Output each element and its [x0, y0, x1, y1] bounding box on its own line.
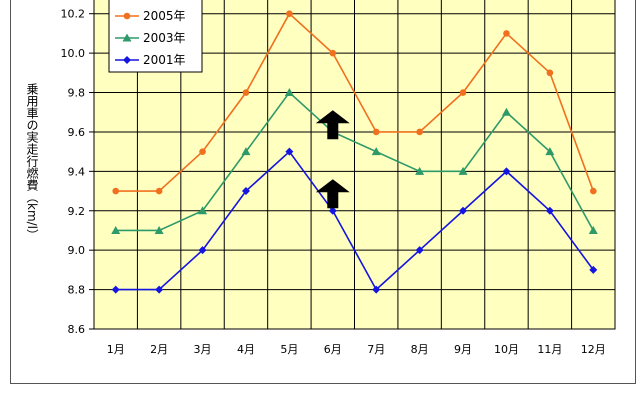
- series-2: [111, 147, 598, 294]
- data-point: [123, 56, 131, 64]
- y-tick-label: 10.2: [61, 8, 86, 21]
- series-layer: [111, 10, 598, 294]
- data-point: [415, 246, 424, 255]
- data-point: [122, 33, 132, 42]
- series-0: [112, 10, 597, 195]
- series-line: [115, 12, 595, 192]
- x-tick-label: 11月: [537, 343, 562, 356]
- x-tick-label: 3月: [194, 343, 212, 356]
- data-point: [329, 49, 337, 57]
- up-arrow-icon: [315, 110, 350, 140]
- data-point: [501, 107, 511, 116]
- y-tick-label: 9.6: [68, 126, 86, 139]
- data-point: [545, 206, 554, 215]
- data-point: [155, 187, 163, 195]
- x-tick-label: 4月: [237, 343, 255, 356]
- x-tick-label: 6月: [324, 343, 342, 356]
- y-tick-label: 9.8: [68, 87, 86, 100]
- data-point: [242, 89, 250, 96]
- data-point: [284, 88, 294, 97]
- data-point: [416, 128, 423, 136]
- data-point: [155, 285, 164, 294]
- y-tick-label: 9.2: [68, 205, 86, 218]
- x-axis-ticks: 1月 2月 3月 4月 5月 6月 7月 8月 9月 10月 11月 12月: [107, 343, 606, 356]
- legend-item: 2001年: [115, 53, 186, 67]
- data-point: [589, 265, 598, 274]
- data-point: [241, 187, 250, 196]
- data-point: [123, 12, 131, 20]
- data-point: [545, 147, 555, 156]
- data-point: [328, 206, 337, 215]
- legend-item: 2003年: [115, 31, 186, 45]
- x-tick-label: 7月: [367, 343, 385, 356]
- y-axis-label: 乗用車の実走行燃費（km/l）: [25, 82, 39, 241]
- series-line: [115, 150, 594, 291]
- legend-item: 2005年: [115, 9, 186, 23]
- data-point: [154, 225, 164, 234]
- legend-label: 2005年: [143, 9, 186, 23]
- up-arrow-icon: [315, 179, 350, 209]
- y-tick-label: 8.8: [68, 284, 86, 297]
- annotations: [315, 110, 350, 209]
- data-point: [372, 285, 381, 294]
- y-tick-label: 10.0: [61, 47, 86, 60]
- data-point: [459, 206, 468, 215]
- data-point: [112, 187, 120, 195]
- legend-label: 2003年: [143, 31, 186, 45]
- data-point: [198, 246, 207, 255]
- x-tick-label: 10月: [494, 343, 519, 356]
- data-point: [459, 89, 467, 96]
- data-point: [371, 147, 381, 156]
- y-axis-ticks: 8.6 8.8 9.0 9.2 9.4 9.6 9.8 10.0 10.2: [61, 8, 94, 336]
- data-point: [372, 128, 380, 136]
- data-point: [199, 148, 206, 155]
- x-tick-label: 8月: [411, 343, 429, 356]
- x-tick-label: 12月: [581, 343, 606, 356]
- x-tick-label: 1月: [107, 343, 125, 356]
- data-point: [285, 147, 294, 156]
- data-point: [198, 206, 208, 215]
- y-tick-label: 9.0: [68, 244, 86, 257]
- data-point: [588, 225, 598, 234]
- data-point: [502, 167, 511, 176]
- legend-label: 2001年: [143, 53, 186, 67]
- x-tick-label: 9月: [454, 343, 472, 356]
- x-tick-label: 2月: [150, 343, 168, 356]
- y-tick-label: 9.4: [68, 165, 86, 178]
- data-point: [546, 69, 554, 77]
- data-point: [458, 166, 468, 175]
- data-point: [111, 285, 120, 294]
- data-point: [286, 10, 293, 18]
- series-line: [115, 91, 594, 232]
- legend: 2005年 2003年 2001年: [108, 0, 203, 73]
- data-point: [503, 30, 510, 37]
- data-point: [589, 187, 597, 195]
- data-point: [415, 166, 425, 175]
- x-tick-label: 5月: [280, 343, 298, 356]
- data-point: [111, 225, 121, 234]
- data-point: [241, 147, 251, 156]
- y-tick-label: 8.6: [68, 323, 86, 336]
